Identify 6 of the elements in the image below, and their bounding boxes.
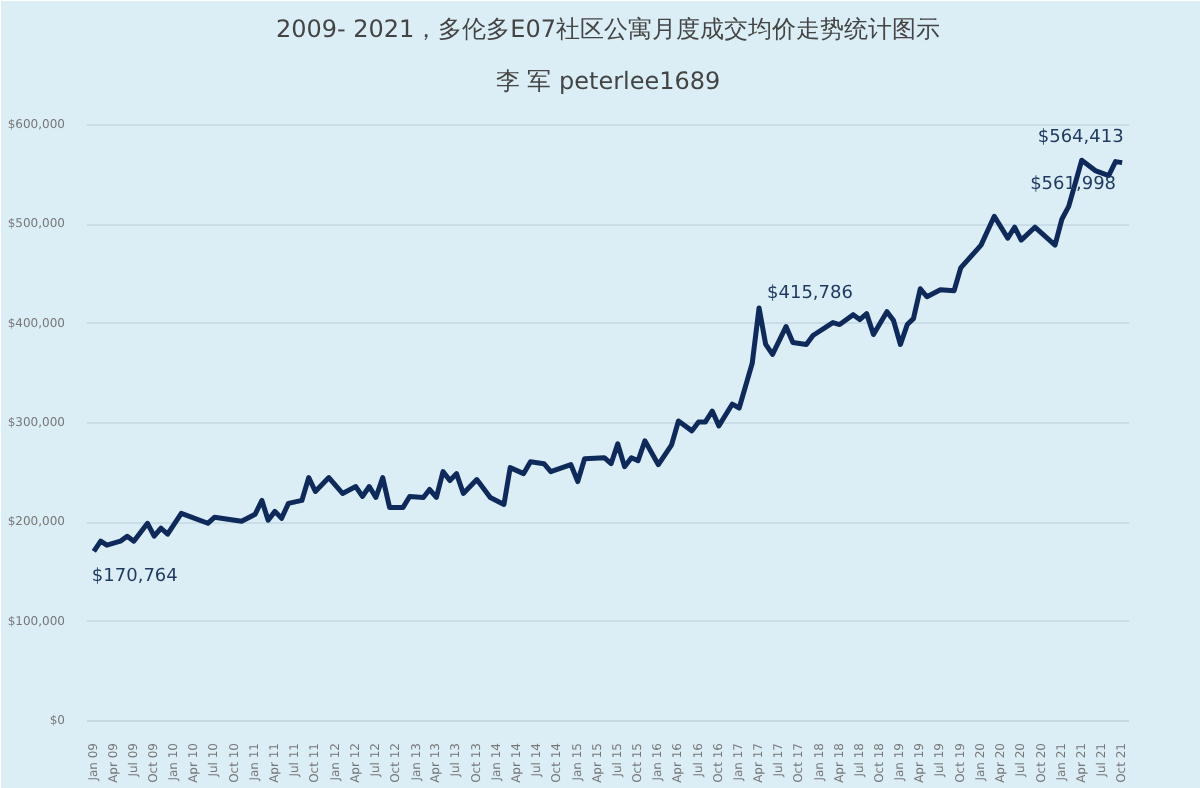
- annotation: $564,413: [1037, 128, 1124, 149]
- chart-title: 2009- 2021，多伦多E07社区公寓月度成交均价走势统计图示: [275, 15, 941, 43]
- annotation: $415,786: [767, 283, 854, 304]
- line-series: [91, 157, 1125, 554]
- chart-subtitle: 李 军 peterlee1689: [495, 67, 721, 95]
- annotation: $170,764: [91, 567, 179, 588]
